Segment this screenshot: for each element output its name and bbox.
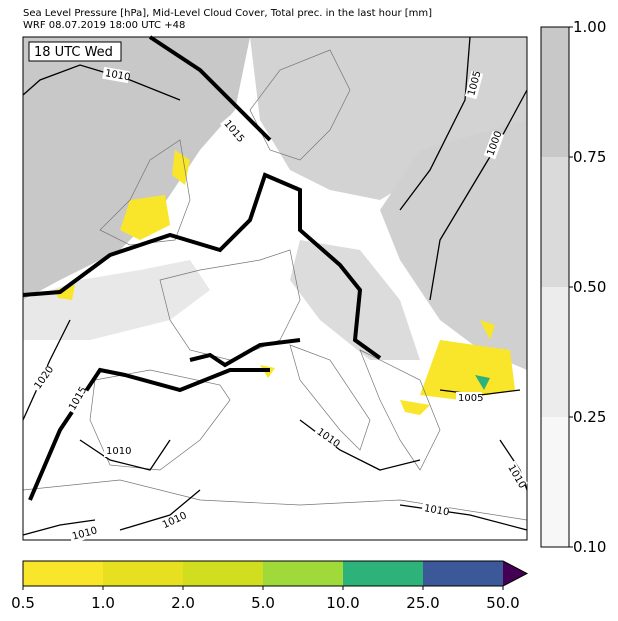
isobar-label-bg xyxy=(464,70,484,100)
colorbar-segment xyxy=(183,561,263,586)
isobar-label-bg xyxy=(30,364,56,394)
isobar-label-bg xyxy=(104,445,130,457)
subtitle: WRF 08.07.2019 18:00 UTC +48 xyxy=(23,20,185,31)
isobar-label-bg xyxy=(421,501,449,519)
colorbar-segment xyxy=(263,561,343,586)
isobar-label-bg xyxy=(158,510,188,532)
colorbar-tick-label: 1.00 xyxy=(573,18,606,36)
colorbar-segment xyxy=(103,561,183,586)
isobar-label-bg xyxy=(102,66,130,84)
precip-area xyxy=(475,375,490,390)
time-label: 18 UTC Wed xyxy=(34,45,113,60)
isobar-label: 1010 xyxy=(106,446,131,457)
colorbar-segment xyxy=(541,157,569,287)
colorbar-tick-label: 2.0 xyxy=(171,594,195,612)
colorbar-frame xyxy=(22,560,529,587)
colorbar-tick-label: 10.0 xyxy=(326,594,359,612)
colorbar-extend xyxy=(503,561,527,586)
isobar-label: 1005 xyxy=(458,393,483,404)
colorbar-segment xyxy=(541,417,569,547)
colorbar-tick-label: 0.25 xyxy=(573,408,606,426)
map-frame xyxy=(22,36,528,541)
isobar-1015 xyxy=(22,35,382,501)
isobar-label-bg xyxy=(504,460,528,490)
colorbar-tick-label: 0.50 xyxy=(573,278,606,296)
isobar-label-bg xyxy=(68,524,98,544)
colorbar-segment xyxy=(541,287,569,417)
isobar-label-bg xyxy=(312,424,342,450)
isobar-label: 1010 xyxy=(423,503,450,518)
colorbar-tick-label: 0.5 xyxy=(11,594,35,612)
cloud-area xyxy=(380,120,527,370)
colorbar-segment xyxy=(23,561,103,586)
cloud-area xyxy=(23,37,250,300)
title: Sea Level Pressure [hPa], Mid-Level Clou… xyxy=(23,8,432,19)
isobar-label-bg xyxy=(65,385,89,415)
map xyxy=(22,35,528,541)
colorbar-segment xyxy=(423,561,503,586)
isobar-label-bg xyxy=(456,392,482,404)
colorbar-segment xyxy=(343,561,423,586)
precip-area xyxy=(55,150,515,415)
colorbar-tick-label: 50.0 xyxy=(486,594,519,612)
isobar-label-bg xyxy=(483,130,505,160)
isobar-label: 1010 xyxy=(104,68,131,83)
colorbar-tick-label: 1.0 xyxy=(91,594,115,612)
cloud-area xyxy=(290,240,420,360)
time-box xyxy=(28,41,122,62)
colorbar-tick-label: 0.75 xyxy=(573,148,606,166)
cloud-area xyxy=(250,37,527,200)
colorbar-tick-label: 25.0 xyxy=(406,594,439,612)
colorbar-tick-label: 5.0 xyxy=(251,594,275,612)
colorbar-segment xyxy=(541,27,569,157)
isobar-label-bg xyxy=(220,116,246,144)
colorbar-tick-label: 0.10 xyxy=(573,538,606,556)
